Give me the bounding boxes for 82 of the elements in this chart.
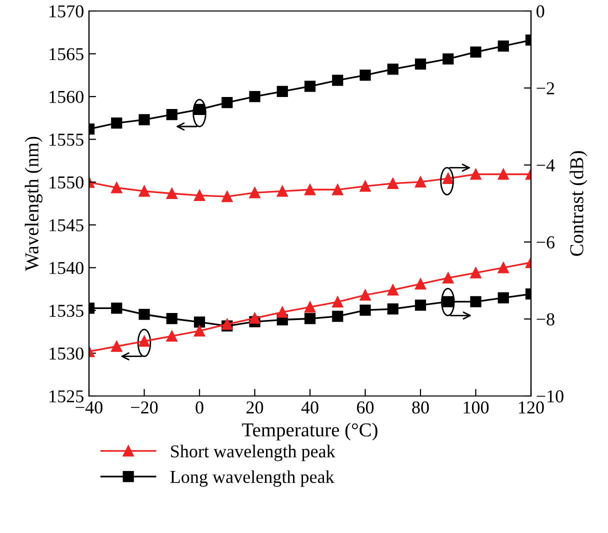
point bbox=[138, 186, 150, 197]
y-tick-label: 1545 bbox=[50, 219, 84, 232]
point bbox=[387, 284, 398, 296]
point bbox=[332, 296, 344, 308]
point bbox=[498, 262, 509, 274]
x-axis-title: Temperature (°C) bbox=[242, 422, 378, 440]
y-tick-label: 1560 bbox=[50, 90, 84, 103]
y2-tick-label: 0 bbox=[536, 5, 544, 18]
point bbox=[222, 191, 233, 202]
point bbox=[111, 118, 122, 129]
point bbox=[360, 304, 371, 316]
y-tick-label: 1550 bbox=[50, 176, 84, 189]
y-tick-label: 1570 bbox=[50, 5, 84, 18]
point bbox=[332, 184, 344, 196]
y-tick-label: 1530 bbox=[50, 347, 84, 360]
point bbox=[360, 70, 371, 81]
x-tick-label: 120 bbox=[519, 401, 544, 414]
x-tick-label: −20 bbox=[131, 401, 158, 414]
point bbox=[387, 178, 398, 190]
point bbox=[470, 296, 482, 308]
y2-tick-label: −4 bbox=[536, 159, 555, 172]
point bbox=[414, 278, 426, 290]
point bbox=[138, 308, 150, 320]
y-tick-label: 1565 bbox=[50, 48, 84, 60]
x-tick-label: 60 bbox=[357, 401, 374, 414]
y2-axis-title: Contrast (dB) bbox=[570, 151, 588, 256]
point bbox=[194, 325, 206, 337]
point bbox=[332, 74, 344, 86]
point bbox=[166, 313, 178, 324]
y2-tick-label: −6 bbox=[536, 236, 555, 248]
point bbox=[194, 316, 206, 328]
point bbox=[498, 292, 509, 304]
y-tick-label: 1540 bbox=[50, 262, 84, 274]
point bbox=[166, 108, 178, 120]
point bbox=[387, 303, 398, 315]
point bbox=[414, 58, 426, 70]
point bbox=[414, 176, 426, 188]
point bbox=[222, 96, 233, 108]
point bbox=[249, 91, 260, 102]
point bbox=[249, 312, 260, 324]
point bbox=[304, 301, 316, 313]
point bbox=[304, 313, 316, 324]
point bbox=[304, 80, 316, 92]
point bbox=[194, 190, 206, 201]
legend-label: Long wavelength peak bbox=[170, 470, 334, 487]
point bbox=[470, 267, 482, 278]
point bbox=[111, 182, 122, 194]
point bbox=[387, 64, 398, 75]
point bbox=[138, 114, 150, 126]
point bbox=[249, 187, 260, 198]
point bbox=[166, 330, 178, 342]
x-tick-label: −40 bbox=[76, 401, 102, 414]
point bbox=[276, 186, 288, 197]
x-tick-label: 20 bbox=[246, 401, 264, 414]
point bbox=[442, 53, 454, 64]
y2-tick-label: −2 bbox=[536, 82, 554, 94]
point bbox=[470, 46, 482, 58]
point bbox=[442, 272, 454, 284]
point bbox=[166, 188, 178, 200]
point bbox=[304, 184, 316, 196]
x-tick-label: 100 bbox=[464, 401, 489, 414]
y-tick-label: 1555 bbox=[50, 134, 84, 146]
x-tick-label: 40 bbox=[301, 401, 318, 414]
point bbox=[498, 40, 509, 52]
point bbox=[360, 289, 371, 301]
point bbox=[276, 306, 288, 318]
point bbox=[414, 300, 426, 311]
y-tick-label: 1525 bbox=[50, 390, 84, 402]
x-tick-label: 80 bbox=[412, 401, 429, 414]
y2-tick-label: −8 bbox=[536, 313, 554, 326]
point bbox=[360, 180, 371, 192]
y-axis-title: Wavelength (nm) bbox=[24, 136, 42, 272]
point bbox=[470, 168, 482, 180]
point bbox=[111, 340, 122, 352]
point bbox=[498, 168, 509, 180]
legend-label: Short wavelength peak bbox=[171, 444, 336, 462]
point bbox=[276, 86, 288, 97]
point bbox=[332, 310, 344, 322]
y-tick-label: 1535 bbox=[50, 304, 84, 317]
x-tick-label: 0 bbox=[196, 401, 204, 414]
y2-tick-label: −10 bbox=[536, 390, 564, 402]
point bbox=[111, 302, 122, 314]
